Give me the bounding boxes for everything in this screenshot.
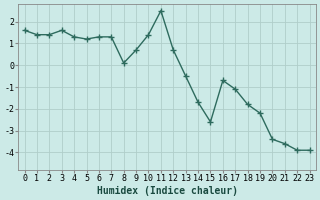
X-axis label: Humidex (Indice chaleur): Humidex (Indice chaleur) — [97, 186, 237, 196]
